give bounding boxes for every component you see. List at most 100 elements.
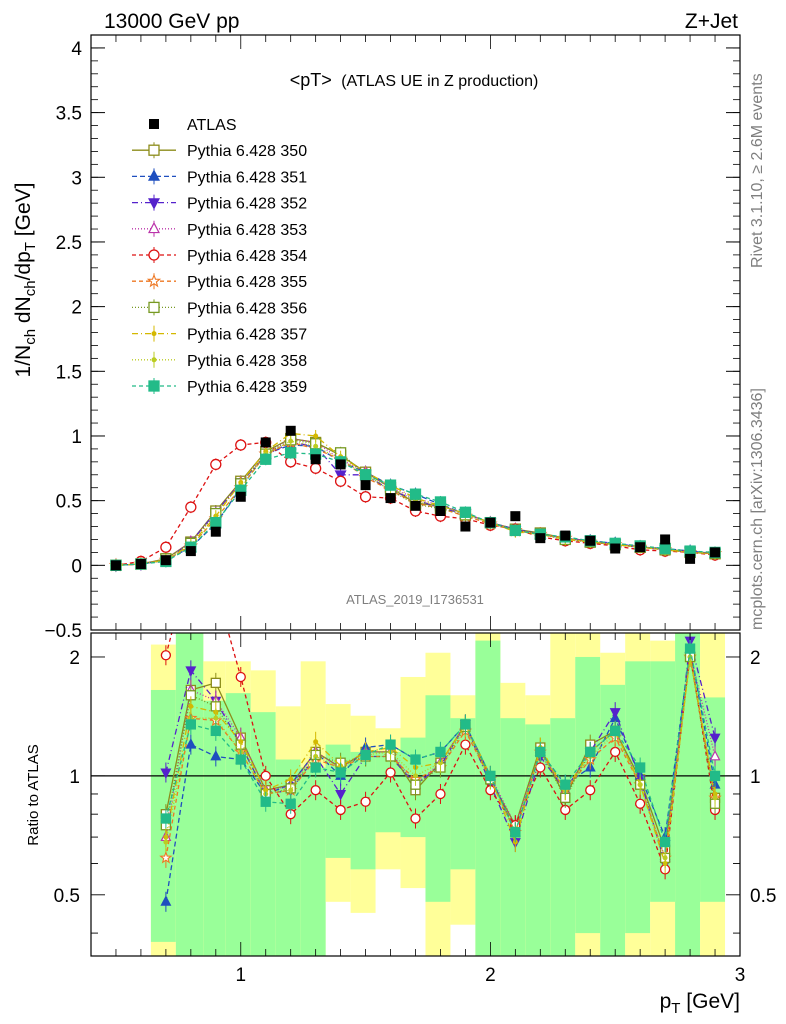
ratio-point — [560, 779, 571, 790]
atlas-data-point — [385, 493, 396, 504]
main-ytick-label: 2.5 — [56, 233, 82, 254]
ratio-y-axis-label: Ratio to ATLAS — [25, 744, 42, 845]
uncertainty-band-inner — [575, 656, 601, 934]
ylabel-sub3: T — [22, 242, 39, 251]
legend-marker — [148, 380, 160, 392]
atlas-data-point — [460, 521, 471, 532]
atlas-data-point — [410, 500, 421, 511]
main-ytick-label: 3.5 — [56, 104, 82, 125]
legend-entry-351: Pythia 6.428 351 — [132, 168, 307, 186]
ratio-point — [635, 762, 646, 773]
xlabel-unit: [GeV] — [680, 990, 740, 1013]
ratio-point — [160, 768, 172, 779]
atlas-data-point — [535, 533, 546, 544]
ratio-point — [385, 739, 396, 750]
legend-marker — [148, 169, 160, 181]
ratio-point — [709, 770, 721, 782]
ratio-series-layer — [159, 633, 722, 912]
ratio-point — [160, 895, 172, 906]
main-ytick-label: −0.5 — [44, 621, 82, 642]
ratio-point — [435, 746, 446, 758]
ylabel-base: 1/N — [12, 345, 35, 378]
ratio-series-line — [165, 640, 716, 864]
legend-entry-atlas: ATLAS — [149, 117, 237, 134]
legend-label: Pythia 6.428 355 — [187, 274, 307, 291]
ratio-point — [709, 749, 721, 761]
ratio-point — [210, 749, 222, 761]
ratio-point — [410, 813, 421, 824]
ratio-ytick-label-left: 0.5 — [54, 886, 80, 907]
ratio-point — [185, 719, 196, 730]
main-ytick-label: 0 — [71, 556, 82, 577]
ratio-point — [260, 770, 271, 782]
ratio-point — [360, 749, 371, 761]
main-ytick-label: 1 — [71, 427, 82, 448]
legend-entry-358: Pythia 6.428 358 — [132, 351, 307, 370]
atlas-data-point — [435, 506, 446, 516]
legend: ATLAS Pythia 6.428 350 Pythia 6.428 351 Pyt… — [132, 117, 307, 396]
legend-entry-356: Pythia 6.428 356 — [132, 299, 307, 317]
main-title-main: <pT> — [290, 70, 332, 90]
main-point — [313, 443, 319, 449]
ylabel-sub1: ch — [22, 329, 39, 345]
ratio-point — [310, 785, 321, 796]
ratio-point — [585, 785, 596, 796]
main-y-axis-label: 1/Nch dNch/dpT [GeV] — [12, 183, 39, 378]
ylabel-mid2: /dp — [12, 251, 35, 280]
rivet-version-label: Rivet 3.1.10, ≥ 2.6M events — [749, 73, 766, 268]
legend-entry-350: Pythia 6.428 350 — [132, 142, 307, 160]
ratio-point — [163, 839, 169, 845]
main-point — [285, 447, 297, 459]
ratio-point — [335, 789, 347, 801]
main-point — [334, 475, 347, 487]
atlas-data-point — [685, 553, 696, 564]
legend-entry-353: Pythia 6.428 353 — [132, 220, 307, 239]
main-ytick-label: 2 — [71, 298, 82, 319]
atlas-data-point — [260, 437, 271, 448]
ratio-point — [659, 836, 671, 848]
ratio-ytick-label-left: 2 — [69, 648, 80, 669]
atlas-data-point — [710, 547, 721, 558]
legend-marker — [151, 331, 157, 337]
ratio-point — [510, 827, 521, 838]
main-point — [160, 541, 172, 553]
legend-marker — [151, 357, 157, 363]
atlas-data-point — [160, 555, 171, 566]
x-tick-label: 2 — [485, 965, 496, 986]
main-point — [185, 501, 197, 513]
main-point — [409, 488, 422, 500]
legend-label: Pythia 6.428 350 — [187, 143, 307, 160]
legend-label: Pythia 6.428 351 — [187, 169, 307, 186]
ratio-point — [235, 671, 246, 683]
ratio-ytick-label-right: 0.5 — [750, 886, 776, 907]
legend-label: ATLAS — [187, 117, 237, 134]
main-ytick-label: 1.5 — [56, 362, 82, 383]
legend-label: Pythia 6.428 358 — [187, 353, 307, 370]
ratio-point — [313, 739, 319, 745]
main-point — [210, 458, 222, 471]
uncertainty-band-inner — [600, 684, 626, 956]
ratio-point — [360, 796, 371, 807]
uncertainty-band-inner — [375, 751, 401, 833]
header-left: 13000 GeV pp — [104, 10, 239, 33]
atlas-data-point — [610, 543, 621, 554]
ratio-point — [585, 746, 596, 758]
main-panel: −0.5 0 0.5 1 1.5 2 2.5 3 3.5 4 <pT> (ATLAS UE in … — [12, 34, 741, 642]
ratio-point — [285, 798, 296, 809]
legend-marker — [148, 198, 160, 210]
legend-entry-355: Pythia 6.428 355 — [132, 273, 307, 291]
ratio-point — [635, 798, 646, 809]
main-point — [434, 496, 447, 508]
main-point — [313, 433, 319, 439]
legend-marker — [146, 273, 162, 288]
atlas-data-point — [210, 526, 221, 537]
main-point — [659, 542, 671, 555]
uncertainty-band-inner — [425, 695, 451, 902]
legend-entry-354: Pythia 6.428 354 — [132, 247, 307, 265]
atlas-data-point — [235, 491, 246, 502]
atlas-data-point — [135, 559, 146, 570]
ylabel-sub2: ch — [22, 280, 39, 296]
ratio-point — [535, 746, 546, 758]
legend-label: Pythia 6.428 352 — [187, 196, 307, 213]
ratio-point — [684, 643, 696, 654]
